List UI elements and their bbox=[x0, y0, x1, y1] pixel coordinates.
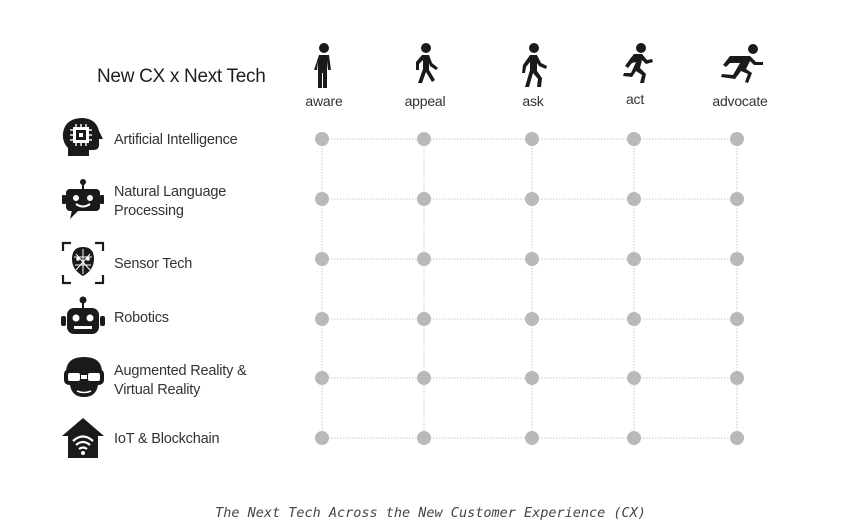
vr-headset-icon bbox=[64, 357, 104, 397]
grid-dot bbox=[315, 371, 329, 385]
grid-dot bbox=[525, 252, 539, 266]
grid-dot bbox=[627, 252, 641, 266]
running-person-icon bbox=[623, 43, 653, 83]
ai-head-chip-icon bbox=[62, 118, 103, 156]
stage-label-advocate: advocate bbox=[712, 93, 768, 109]
stage-label-appeal: appeal bbox=[404, 93, 446, 109]
tech-label-line: IoT & Blockchain bbox=[114, 431, 220, 447]
grid-dot bbox=[315, 252, 329, 266]
grid-dot bbox=[627, 312, 641, 326]
stage-label-act: act bbox=[625, 91, 645, 107]
tech-label-line: Artificial Intelligence bbox=[114, 132, 238, 148]
tech-label-iot-blockchain: IoT & Blockchain bbox=[114, 430, 220, 449]
grid-dot bbox=[417, 132, 431, 146]
walking-fast-person-icon bbox=[522, 43, 547, 87]
grid-dot bbox=[315, 312, 329, 326]
tech-label-line: Robotics bbox=[114, 310, 169, 326]
grid-dot bbox=[525, 431, 539, 445]
grid-dot bbox=[417, 252, 431, 266]
sprinting-person-icon bbox=[721, 44, 763, 83]
standing-person-icon bbox=[314, 43, 331, 88]
tech-label-ar-vr: Augmented Reality & Virtual Reality bbox=[114, 362, 247, 400]
walking-person-icon bbox=[416, 43, 438, 83]
grid-dot bbox=[730, 431, 744, 445]
grid-dot bbox=[525, 371, 539, 385]
tech-label-line: Natural Language bbox=[114, 184, 227, 200]
grid-dot bbox=[730, 371, 744, 385]
tech-label-line: Augmented Reality & bbox=[114, 363, 247, 379]
grid-dot bbox=[525, 192, 539, 206]
grid-dot bbox=[627, 132, 641, 146]
stage-label-ask: ask bbox=[522, 93, 544, 109]
tech-label-robotics: Robotics bbox=[114, 309, 169, 328]
grid-dot bbox=[627, 192, 641, 206]
tech-label-line: Virtual Reality bbox=[114, 382, 201, 398]
tech-label-sensor-tech: Sensor Tech bbox=[114, 255, 192, 274]
grid-dot bbox=[730, 252, 744, 266]
grid-dot bbox=[417, 192, 431, 206]
grid-dot bbox=[730, 312, 744, 326]
smart-home-icon bbox=[62, 418, 104, 458]
grid-dot bbox=[417, 312, 431, 326]
robot-icon bbox=[61, 296, 105, 334]
grid-dot bbox=[417, 371, 431, 385]
grid-dot bbox=[525, 132, 539, 146]
diagram-title: New CX x Next Tech bbox=[97, 66, 266, 87]
grid-dot bbox=[525, 312, 539, 326]
figure-caption: The Next Tech Across the New Customer Ex… bbox=[215, 505, 646, 521]
tech-label-artificial-intelligence: Artificial Intelligence bbox=[114, 131, 238, 150]
stage-label-aware: aware bbox=[305, 93, 343, 109]
grid-dot bbox=[315, 132, 329, 146]
grid-dot bbox=[627, 371, 641, 385]
grid-dot bbox=[730, 192, 744, 206]
grid-dot bbox=[315, 192, 329, 206]
tech-label-natural-language-processing: Natural Language Processing bbox=[114, 183, 226, 221]
tech-label-line: Processing bbox=[114, 203, 184, 219]
tech-label-line: Sensor Tech bbox=[114, 256, 193, 272]
grid-dot bbox=[627, 431, 641, 445]
grid-dot bbox=[730, 132, 744, 146]
grid-dot bbox=[315, 431, 329, 445]
face-scan-icon bbox=[61, 241, 105, 285]
chatbot-icon bbox=[62, 179, 104, 219]
grid-dot bbox=[417, 431, 431, 445]
